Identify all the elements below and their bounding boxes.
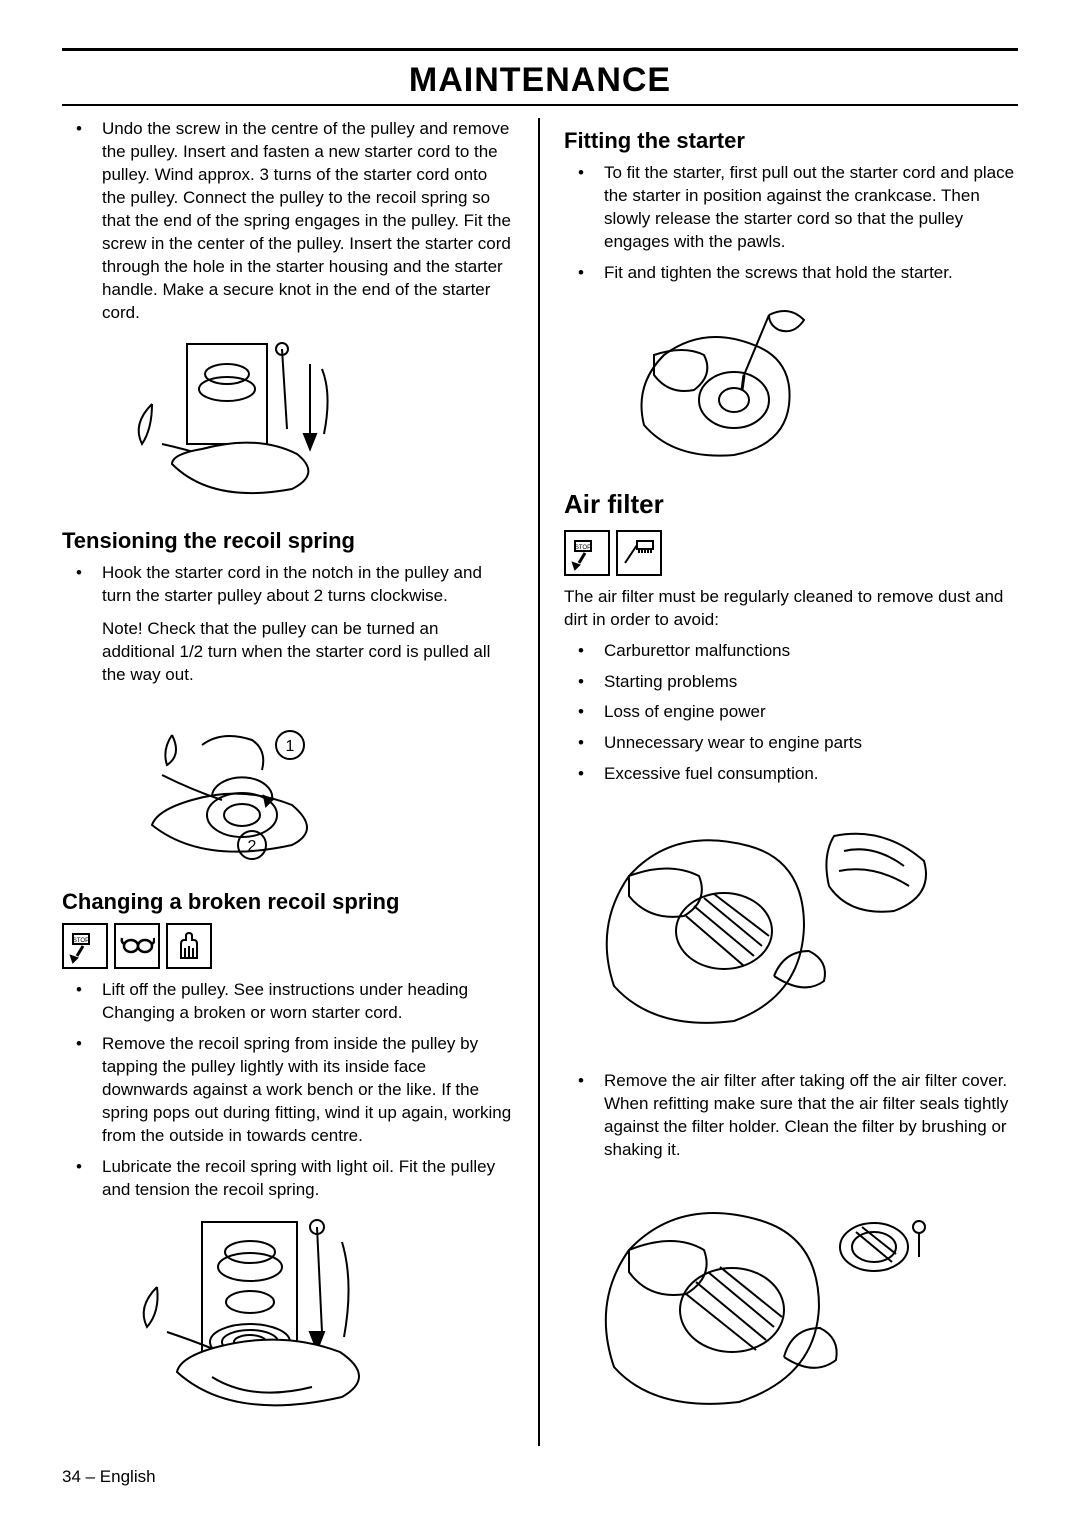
figure-tension-spring: 1 2 <box>92 695 352 875</box>
title-rule <box>62 104 1018 106</box>
airfilter-remove-list: Remove the air filter after taking off t… <box>564 1070 1018 1162</box>
figure-pulley-assembly <box>92 334 352 514</box>
airfilter-heading: Air filter <box>564 489 1018 520</box>
figure-recoil-spring <box>92 1212 412 1432</box>
tension-heading: Tensioning the recoil spring <box>62 528 514 554</box>
fitting-list: To fit the starter, first pull out the s… <box>564 162 1018 285</box>
figure-fit-starter <box>594 295 854 475</box>
af-b3: Loss of engine power <box>564 701 1018 724</box>
af-b5: Excessive fuel consumption. <box>564 763 1018 786</box>
airfilter-list: Carburettor malfunctions Starting proble… <box>564 640 1018 787</box>
intro-bullet: Undo the screw in the centre of the pull… <box>62 118 514 324</box>
fitting-b2: Fit and tighten the screws that hold the… <box>564 262 1018 285</box>
intro-list: Undo the screw in the centre of the pull… <box>62 118 514 324</box>
tension-list: Hook the starter cord in the notch in th… <box>62 562 514 608</box>
stop-icon: STOP <box>62 923 108 969</box>
top-rule <box>62 48 1018 51</box>
fitting-heading: Fitting the starter <box>564 128 1018 154</box>
fitting-b1: To fit the starter, first pull out the s… <box>564 162 1018 254</box>
af-b2: Starting problems <box>564 671 1018 694</box>
af-b4: Unnecessary wear to engine parts <box>564 732 1018 755</box>
tension-b1: Hook the starter cord in the notch in th… <box>62 562 514 608</box>
gloves-icon <box>166 923 212 969</box>
change-b1: Lift off the pulley. See instructions un… <box>62 979 514 1025</box>
figure-airfilter-remove <box>574 1172 954 1432</box>
airfilter-intro: The air filter must be regularly cleaned… <box>564 586 1018 632</box>
change-list: Lift off the pulley. See instructions un… <box>62 979 514 1201</box>
brush-icon <box>616 530 662 576</box>
airfilter-icons-row: STOP <box>564 530 1018 576</box>
tension-note: Note! Check that the pulley can be turne… <box>62 618 514 687</box>
right-column: Fitting the starter To fit the starter, … <box>540 118 1018 1446</box>
stop-icon-2: STOP <box>564 530 610 576</box>
change-b2: Remove the recoil spring from inside the… <box>62 1033 514 1148</box>
figure-airfilter-cover <box>574 796 954 1056</box>
two-column-layout: Undo the screw in the centre of the pull… <box>62 118 1018 1446</box>
page-title: MAINTENANCE <box>62 55 1018 104</box>
page-footer: 34 – English <box>62 1467 156 1487</box>
change-b3: Lubricate the recoil spring with light o… <box>62 1156 514 1202</box>
glasses-icon <box>114 923 160 969</box>
safety-icons-row: STOP <box>62 923 514 969</box>
left-column: Undo the screw in the centre of the pull… <box>62 118 540 1446</box>
svg-text:STOP: STOP <box>575 545 591 551</box>
af-remove: Remove the air filter after taking off t… <box>564 1070 1018 1162</box>
change-heading: Changing a broken recoil spring <box>62 889 514 915</box>
svg-text:STOP: STOP <box>73 938 89 944</box>
af-b1: Carburettor malfunctions <box>564 640 1018 663</box>
svg-text:2: 2 <box>248 838 257 855</box>
svg-text:1: 1 <box>286 738 295 755</box>
